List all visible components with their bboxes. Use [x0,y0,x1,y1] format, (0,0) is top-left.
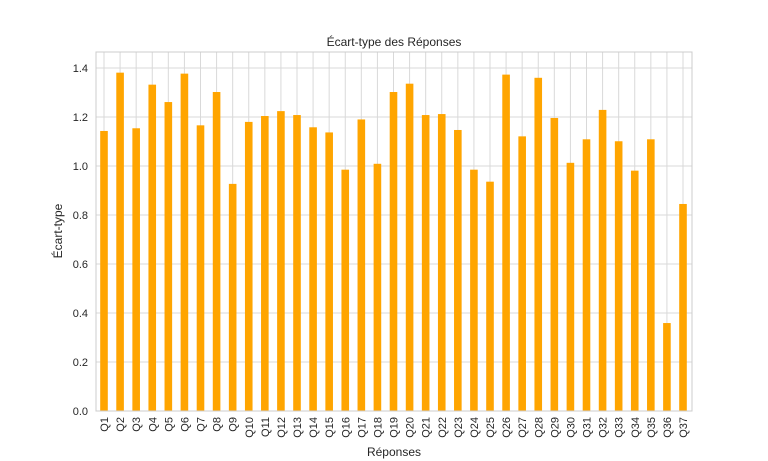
x-tick-label: Q6 [179,417,191,432]
bar-Q10 [244,121,253,412]
bar-Q7 [196,125,205,411]
x-tick-label: Q14 [308,417,320,438]
x-tick-label: Q35 [646,417,658,438]
x-tick-label: Q31 [582,417,594,438]
x-tick-label: Q13 [292,417,304,438]
x-tick-label: Q16 [340,417,352,438]
x-tick-label: Q18 [372,417,384,438]
bar-Q23 [454,129,462,412]
x-tick-label: Q36 [662,417,674,438]
bar-Q14 [309,127,317,411]
x-tick-label: Q9 [228,417,240,432]
x-tick-label: Q26 [501,417,513,438]
bar-Q19 [389,92,398,411]
bar-Q18 [373,163,382,411]
bar-Q9 [228,183,237,411]
bar-Q3 [132,128,140,411]
bar-Q31 [582,139,591,412]
bar-Q16 [341,169,350,411]
x-tick-label: Q3 [131,417,143,432]
x-tick-label: Q12 [276,417,288,438]
x-tick-label: Q8 [212,417,224,432]
plot-frame [95,51,693,412]
bar-Q2 [116,72,124,411]
bar-Q4 [148,84,157,411]
bar-Q25 [486,181,494,411]
x-tick-label: Q1 [99,417,111,432]
bar-Q28 [534,77,543,412]
x-tick-label: Q5 [163,417,175,432]
x-tick-label: Q28 [533,417,545,438]
y-tick-label: 0.4 [73,308,88,320]
bar-Q34 [630,170,639,411]
bar-Q21 [421,115,430,411]
bar-Q24 [470,169,478,411]
bar-Q36 [663,323,671,411]
chart-title: Écart-type des Réponses [327,34,462,49]
bar-Q27 [518,136,526,412]
bar-Q12 [277,111,285,412]
x-tick-label: Q32 [598,417,610,438]
x-tick-label: Q25 [485,417,497,438]
y-tick-label: 1.4 [73,63,88,75]
bar-Q29 [550,117,559,411]
y-axis-label: Écart-type [50,203,65,258]
y-tick-label: 0.0 [73,406,88,418]
bars [100,72,687,412]
y-tick-label: 0.8 [73,210,88,222]
x-tick-label: Q29 [549,417,561,438]
bar-Q11 [261,116,269,412]
x-tick-label: Q17 [356,417,368,438]
bar-Q6 [180,73,189,411]
x-tick-label: Q27 [517,417,529,438]
x-tick-label: Q21 [421,417,433,438]
bar-Q35 [647,139,655,412]
x-tick-label: Q7 [196,417,208,432]
bar-Q17 [357,119,366,411]
bar-Q30 [566,162,575,411]
y-tick-label: 1.0 [73,161,88,173]
x-tick-label: Q24 [469,417,481,438]
bar-Q13 [293,115,301,411]
x-tick-label: Q15 [324,417,336,438]
y-tick-label: 0.6 [73,259,88,271]
bar-Q22 [437,114,446,411]
bar-Q1 [100,130,108,411]
bar-Q32 [598,109,607,412]
bar-Q15 [325,132,333,411]
x-tick-label: Q37 [678,417,690,438]
bar-Q37 [679,203,687,411]
x-tick-label: Q20 [405,417,417,438]
x-tick-label: Q4 [147,417,159,432]
bar-Q8 [212,92,221,411]
x-tick-label: Q23 [453,417,465,438]
bar-Q5 [164,102,173,412]
y-tick-label: 1.2 [73,112,88,124]
bar-Q26 [502,74,510,412]
x-axis-label: Réponses [367,445,421,459]
x-tick-label: Q2 [115,417,127,432]
x-tick-label: Q34 [630,417,642,438]
y-tick-label: 0.2 [73,357,88,369]
x-tick-label: Q10 [244,417,256,438]
x-tick-label: Q19 [389,417,401,438]
x-tick-label: Q11 [260,417,272,437]
bar-Q33 [614,141,623,411]
y-tick-labels: 0.0 0.2 0.4 0.6 0.8 1.0 1.2 1.4 [73,63,88,418]
x-tick-label: Q30 [565,417,577,438]
bar-Q20 [405,83,414,412]
x-tick-label: Q33 [614,417,626,438]
x-tick-label: Q22 [437,417,449,438]
x-tick-labels: Q1 Q2 Q3 Q4 Q5 Q6 Q7 Q8 Q9 Q10 Q11 Q12 Q13 Q14 Q15 Q16 Q… [99,417,690,438]
